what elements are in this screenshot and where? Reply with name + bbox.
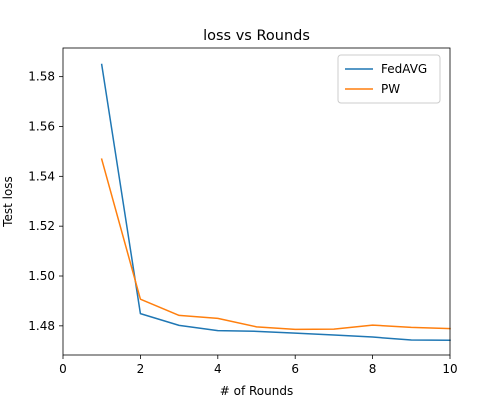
series-line-pw: [100, 158, 451, 331]
x-tick-label: 10: [442, 362, 457, 376]
y-axis-title: Test loss: [1, 176, 15, 228]
x-tick-label: 0: [59, 362, 67, 376]
y-tick-label: 1.56: [28, 119, 55, 133]
legend-label: FedAVG: [381, 62, 427, 76]
legend-label: PW: [381, 82, 400, 96]
y-axis-ticks: 1.48 1.50 1.52 1.54 1.56 1.58: [28, 70, 63, 333]
y-tick-label: 1.58: [28, 70, 55, 84]
legend: FedAVG PW: [337, 54, 441, 104]
legend-box: [337, 54, 441, 104]
x-tick-label: 8: [369, 362, 377, 376]
x-tick-label: 2: [137, 362, 145, 376]
x-axis-ticks: 0 2 4 6 8 10: [59, 355, 458, 376]
y-tick-label: 1.52: [28, 219, 55, 233]
series-layer: [100, 63, 451, 342]
y-tick-label: 1.50: [28, 269, 55, 283]
x-tick-label: 6: [291, 362, 299, 376]
y-tick-label: 1.54: [28, 169, 55, 183]
chart-title: loss vs Rounds: [203, 28, 310, 44]
x-tick-label: 4: [214, 362, 222, 376]
plot-frame: [62, 47, 451, 356]
series-line-fedavg: [100, 63, 451, 342]
y-tick-label: 1.48: [28, 319, 55, 333]
x-axis-title: # of Rounds: [220, 384, 293, 398]
